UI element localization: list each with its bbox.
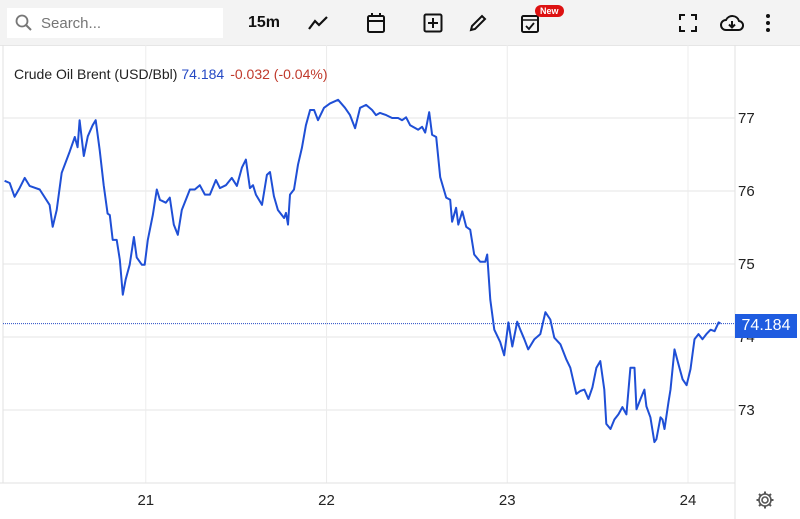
calendar-check-icon <box>521 15 539 33</box>
pencil-icon <box>469 14 487 32</box>
y-tick-label: 73 <box>738 402 755 419</box>
interval-button[interactable]: 15m <box>248 14 281 31</box>
price-chart[interactable]: 737475767721222324 <box>0 45 800 519</box>
x-tick-label: 22 <box>318 492 335 509</box>
chart-legend: Crude Oil Brent (USD/Bbl) 74.184 -0.032 (-… <box>14 66 328 82</box>
calendar-icon <box>367 13 385 33</box>
settings-button[interactable] <box>755 490 775 515</box>
legend-change: -0.032 (-0.04%) <box>230 66 328 82</box>
calendar-button[interactable] <box>363 10 389 36</box>
more-vertical-icon <box>766 14 770 32</box>
search-icon <box>15 14 32 31</box>
price-line <box>4 98 722 444</box>
y-tick-label: 77 <box>738 110 755 127</box>
toolbar: 15m New <box>0 0 800 46</box>
y-tick-label: 76 <box>738 183 755 200</box>
events-button[interactable] <box>517 10 543 36</box>
last-price-label: 74.184 <box>735 314 797 338</box>
legend-title: Crude Oil Brent (USD/Bbl) <box>14 66 178 82</box>
draw-button[interactable] <box>465 10 491 36</box>
search-input[interactable] <box>39 13 213 33</box>
search-box[interactable] <box>7 8 223 38</box>
fullscreen-icon <box>679 14 697 32</box>
x-tick-label: 21 <box>137 492 154 509</box>
download-button[interactable] <box>719 10 745 36</box>
add-square-icon <box>423 13 443 33</box>
x-tick-label: 24 <box>680 492 697 509</box>
chart-type-button[interactable] <box>305 10 331 36</box>
line-chart-icon <box>308 16 328 30</box>
cloud-download-icon <box>720 15 744 31</box>
legend-last-price: 74.184 <box>181 66 225 82</box>
fullscreen-button[interactable] <box>675 10 701 36</box>
y-tick-label: 75 <box>738 256 755 273</box>
gear-icon <box>756 491 774 509</box>
more-button[interactable] <box>758 10 778 36</box>
add-indicator-button[interactable] <box>420 10 446 36</box>
new-badge: New <box>535 5 564 17</box>
x-tick-label: 23 <box>499 492 516 509</box>
grid <box>3 45 735 483</box>
